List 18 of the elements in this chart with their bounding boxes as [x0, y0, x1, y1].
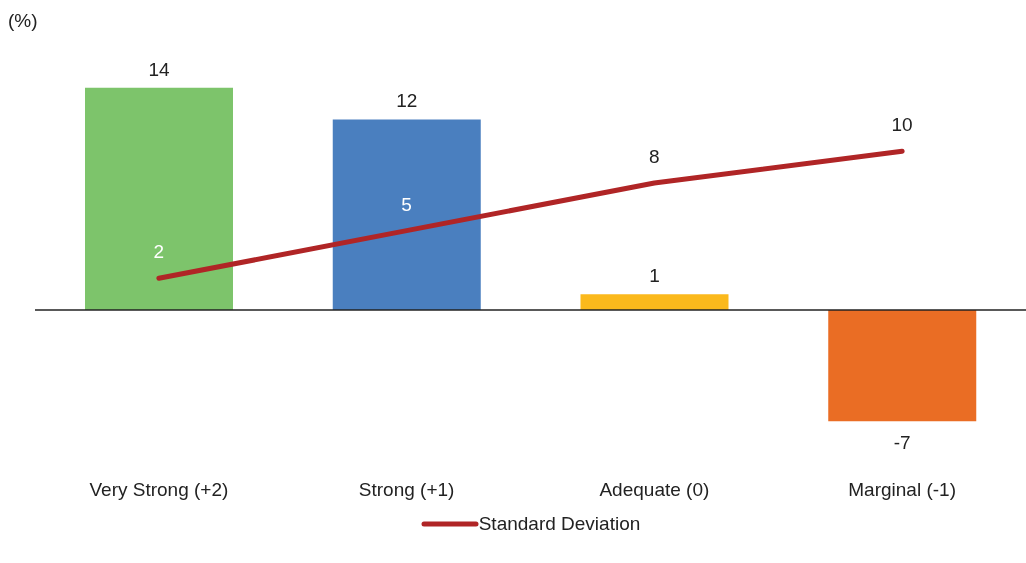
data-label: 2: [153, 241, 165, 263]
x-tick-label: Strong (+1): [358, 479, 455, 501]
x-tick-label: Adequate (0): [599, 479, 710, 501]
data-label: 10: [891, 114, 913, 136]
bar: [580, 294, 729, 311]
data-label: 5: [401, 193, 412, 215]
bar: [332, 119, 481, 311]
legend-label: Standard Deviation: [478, 513, 641, 535]
data-label: 1: [649, 265, 660, 287]
bar: [85, 87, 233, 311]
x-tick-label: Very Strong (+2): [89, 479, 229, 501]
bar: [828, 310, 977, 422]
x-tick-label: Marginal (-1): [848, 479, 956, 501]
data-label: 12: [396, 90, 418, 112]
data-label: 14: [148, 58, 170, 80]
data-label: 8: [649, 145, 660, 167]
data-label: -7: [893, 432, 911, 454]
y-axis-title: (%): [8, 10, 38, 32]
